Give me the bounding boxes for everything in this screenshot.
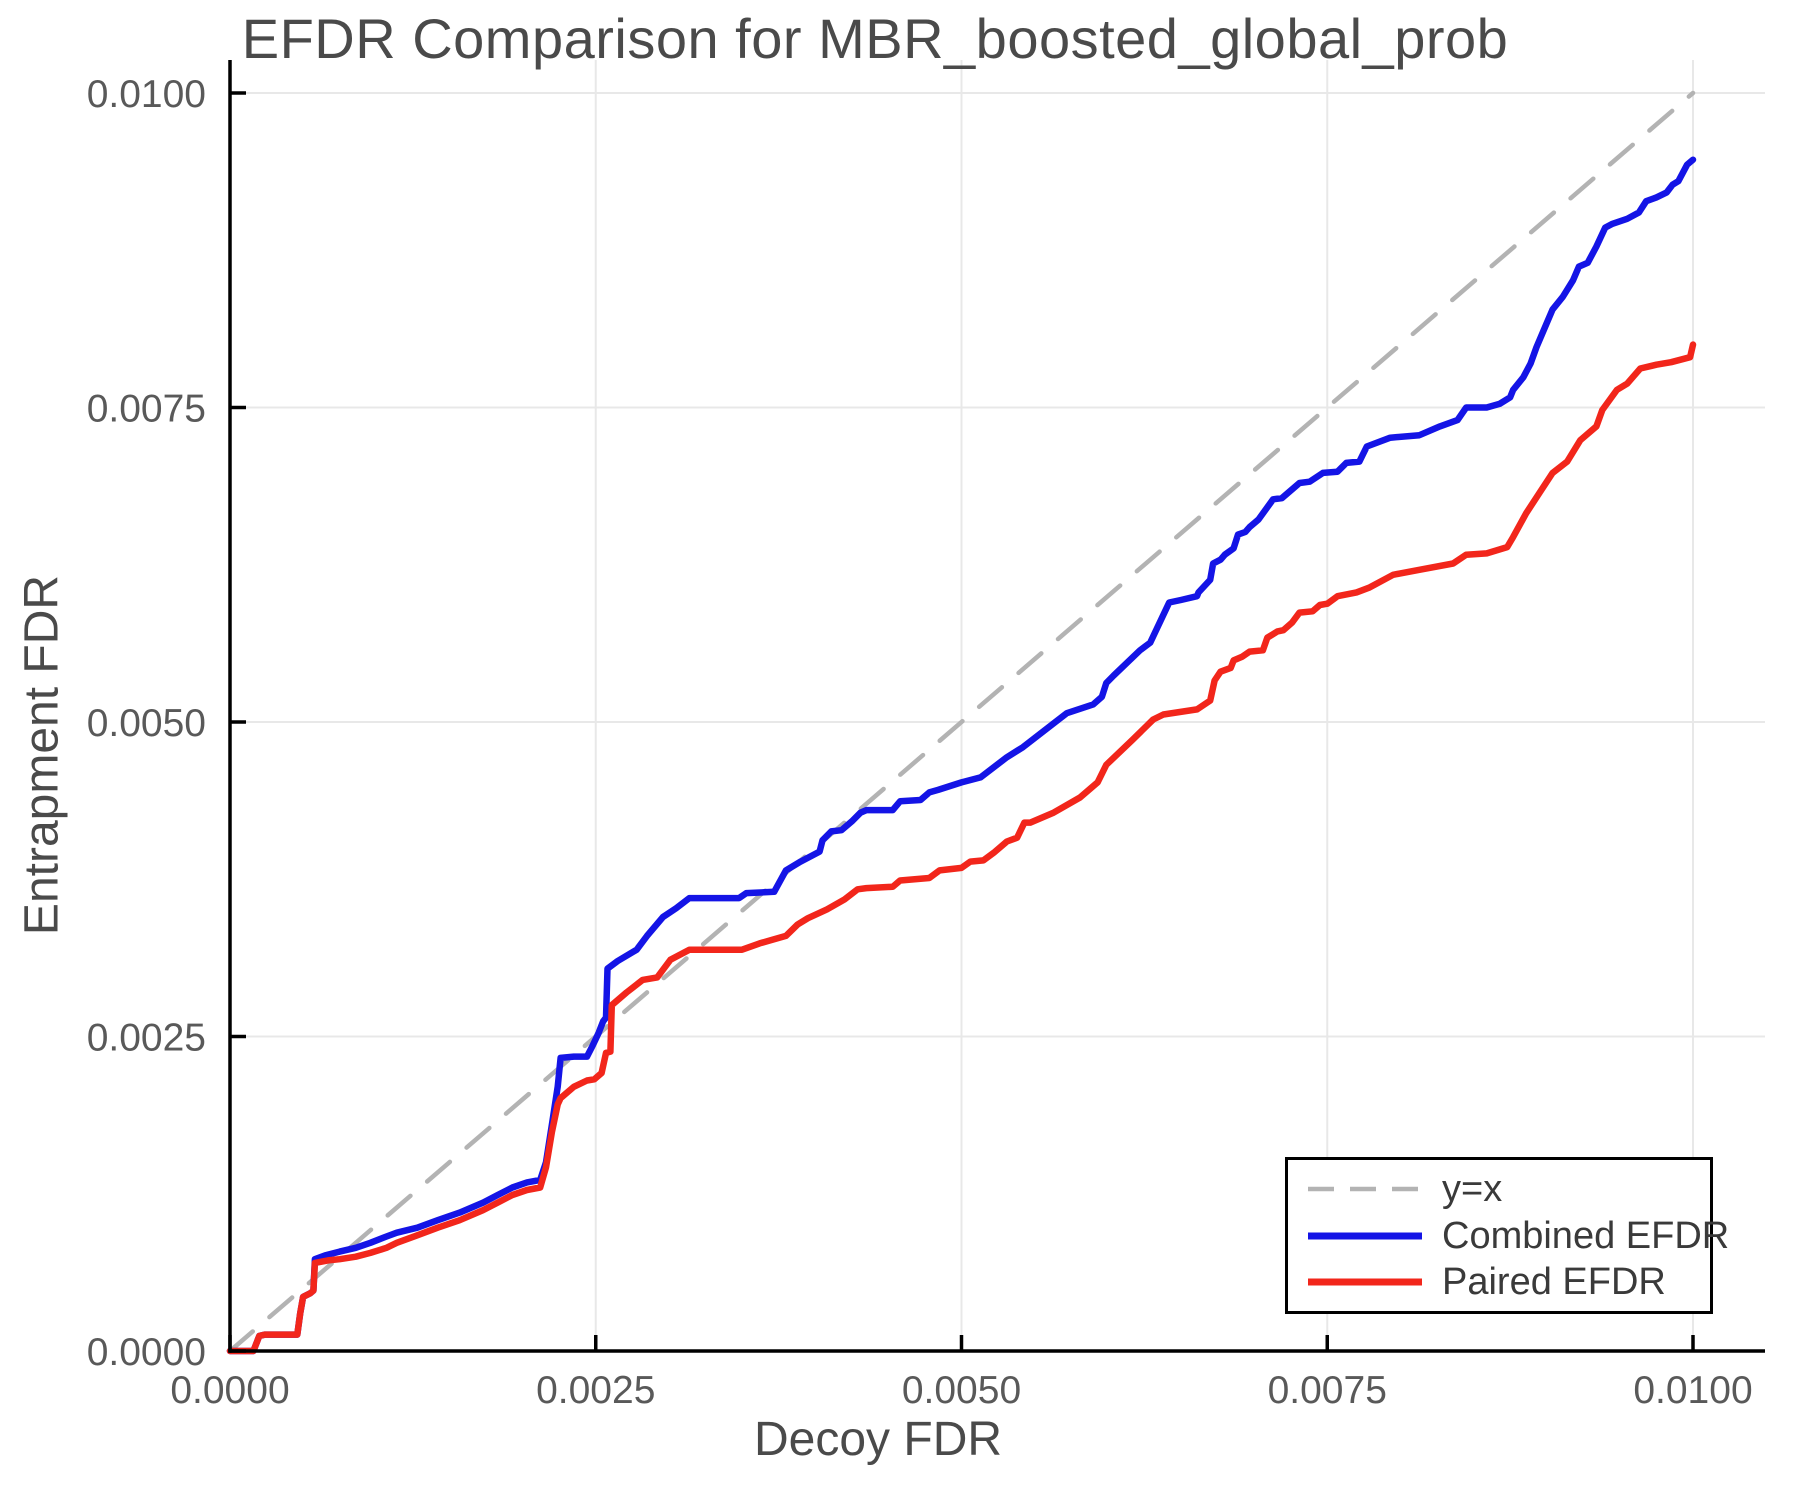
x-tick-label: 0.0050 bbox=[902, 1369, 1021, 1412]
legend-label-paired-efdr: Paired EFDR bbox=[1442, 1261, 1666, 1304]
combined-efdr-line bbox=[226, 156, 1697, 1355]
y-tick-label: 0.0075 bbox=[87, 388, 206, 431]
x-tick-label: 0.0100 bbox=[1633, 1369, 1752, 1412]
y-tick-label: 0.0100 bbox=[87, 73, 206, 116]
paired-efdr-line-sample-icon bbox=[1308, 1278, 1422, 1286]
y-tick-label: 0.0050 bbox=[87, 702, 206, 745]
y-axis-label: Entrapment FDR bbox=[15, 574, 69, 936]
legend-row-combined: Combined EFDR bbox=[1306, 1216, 1729, 1256]
combined-efdr-line-sample-icon bbox=[1308, 1232, 1422, 1239]
y-tick-label: 0.0025 bbox=[87, 1017, 206, 1060]
x-tick-label: 0.0025 bbox=[536, 1369, 655, 1412]
x-tick-label: 0.0000 bbox=[170, 1369, 289, 1412]
identity-line-sample-icon bbox=[1308, 1186, 1422, 1191]
paired-efdr-line bbox=[226, 341, 1697, 1355]
legend-label-identity: y=x bbox=[1442, 1167, 1503, 1210]
legend: y=x Combined EFDR Paired EFDR bbox=[1285, 1157, 1729, 1314]
y-tick-label: 0.0000 bbox=[87, 1331, 206, 1374]
identity-line bbox=[227, 90, 1696, 1354]
legend-row-identity: y=x bbox=[1306, 1169, 1710, 1209]
chart-title: EFDR Comparison for MBR_boosted_global_p… bbox=[241, 7, 1509, 70]
x-axis-label: Decoy FDR bbox=[753, 1413, 1003, 1466]
x-tick-label: 0.0075 bbox=[1268, 1369, 1387, 1412]
legend-label-combined-efdr: Combined EFDR bbox=[1442, 1214, 1730, 1257]
legend-row-paired: Paired EFDR bbox=[1306, 1262, 1710, 1302]
